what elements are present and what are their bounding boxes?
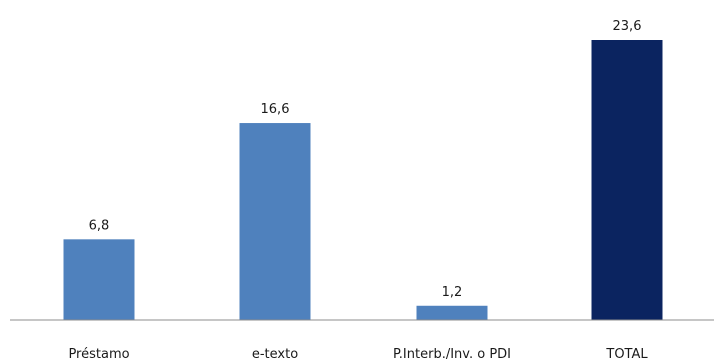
- category-label-total: TOTAL: [605, 347, 648, 362]
- bar-p-interb-inv-o-pdi: [416, 305, 488, 320]
- bar-e-texto: [239, 123, 311, 321]
- category-label-pr-stamo: Préstamo: [68, 347, 129, 362]
- value-label-pr-stamo: 6,8: [89, 218, 110, 233]
- category-labels-group: Préstamo e-texto P.Interb./Inv. o PDI TOTAL: [68, 347, 648, 362]
- bar-pr-stamo: [63, 239, 135, 320]
- value-label-p-interb-inv-o-pdi: 1,2: [442, 285, 463, 300]
- value-label-total: 23,6: [613, 19, 642, 34]
- bar-total: [591, 40, 663, 320]
- value-labels-group: 6,8 16,6 1,2 23,6: [89, 19, 642, 300]
- category-label-p-interb-inv-o-pdi: P.Interb./Inv. o PDI: [393, 347, 511, 362]
- bars-group: [63, 40, 663, 321]
- category-label-e-texto: e-texto: [252, 347, 298, 362]
- value-label-e-texto: 16,6: [261, 102, 290, 117]
